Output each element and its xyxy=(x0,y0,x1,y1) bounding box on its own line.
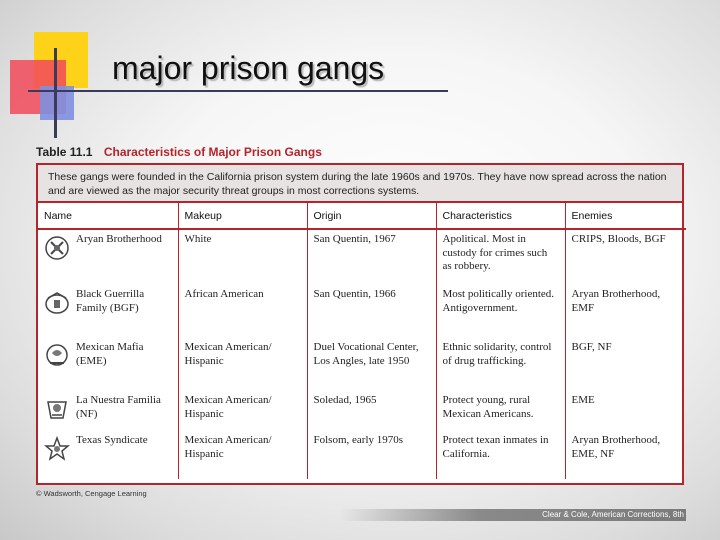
decor-vertical-line xyxy=(54,48,57,138)
gang-enemies: EME xyxy=(564,391,686,431)
table-caption: Table 11.1 Characteristics of Major Pris… xyxy=(36,145,322,159)
gang-characteristics: Protect young, rural Mexican Americans. xyxy=(435,391,565,431)
table-row: Texas Syndicate Mexican American/ Hispan… xyxy=(38,431,686,479)
header-makeup: Makeup xyxy=(177,203,307,230)
gang-makeup: Mexican American/ Hispanic xyxy=(177,431,307,479)
table-row: Mexican Mafia (EME) Mexican American/ Hi… xyxy=(38,338,686,391)
gang-makeup: African American xyxy=(177,285,307,338)
gang-origin: Soledad, 1965 xyxy=(306,391,436,431)
gangs-table-container: These gangs were founded in the Californ… xyxy=(36,163,686,485)
table-title: Characteristics of Major Prison Gangs xyxy=(103,145,322,159)
table-intro: These gangs were founded in the Californ… xyxy=(38,165,682,203)
la-nuestra-familia-emblem-icon xyxy=(47,401,67,419)
header-characteristics: Characteristics xyxy=(435,203,565,230)
gang-characteristics: Apolitical. Most in custody for crimes s… xyxy=(435,229,565,285)
table-row: Black Guerrilla Family (BGF) African Ame… xyxy=(38,285,686,338)
header-origin: Origin xyxy=(306,203,436,230)
table-header-row: Name Makeup Origin Characteristics Enemi… xyxy=(38,203,686,230)
gang-makeup: White xyxy=(177,229,307,285)
mexican-mafia-emblem-icon xyxy=(46,344,68,366)
gang-origin: Duel Vocational Center, Los Angles, late… xyxy=(306,338,436,391)
black-guerrilla-family-emblem-icon xyxy=(45,292,69,314)
gang-characteristics: Ethnic solidarity, control of drug traff… xyxy=(435,338,565,391)
footer-citation: Clear & Cole, American Corrections, 8th xyxy=(542,510,684,519)
publisher-credit: © Wadsworth, Cengage Learning xyxy=(36,489,147,498)
gang-enemies: Aryan Brotherhood, EMF xyxy=(564,285,686,338)
gang-origin: San Quentin, 1967 xyxy=(306,229,436,285)
gangs-table: Name Makeup Origin Characteristics Enemi… xyxy=(38,203,686,479)
header-enemies: Enemies xyxy=(564,203,686,230)
gang-enemies: BGF, NF xyxy=(564,338,686,391)
decor-horizontal-line xyxy=(28,90,448,92)
table-row: La Nuestra Familia (NF) Mexican American… xyxy=(38,391,686,431)
table-row: Aryan Brotherhood White San Quentin, 196… xyxy=(38,229,686,285)
gang-characteristics: Protect texan inmates in California. xyxy=(435,431,565,479)
gang-makeup: Mexican American/ Hispanic xyxy=(177,391,307,431)
gang-name: Texas Syndicate xyxy=(76,434,148,446)
footer-bar xyxy=(340,509,686,521)
gang-characteristics: Most politically oriented. Antigovernmen… xyxy=(435,285,565,338)
gang-name: Black Guerrilla Family (BGF) xyxy=(76,288,145,314)
gang-name: Mexican Mafia (EME) xyxy=(76,341,144,367)
table-number: Table 11.1 xyxy=(36,145,93,159)
gang-enemies: Aryan Brotherhood, EME, NF xyxy=(564,431,686,479)
slide-title: major prison gangs xyxy=(112,50,385,86)
header-name: Name xyxy=(38,203,178,230)
gang-origin: San Quentin, 1966 xyxy=(306,285,436,338)
gang-name: Aryan Brotherhood xyxy=(76,233,162,245)
gang-makeup: Mexican American/ Hispanic xyxy=(177,338,307,391)
gang-origin: Folsom, early 1970s xyxy=(306,431,436,479)
texas-syndicate-emblem-icon xyxy=(44,436,70,461)
aryan-brotherhood-emblem-icon xyxy=(45,236,69,260)
gang-enemies: CRIPS, Bloods, BGF xyxy=(564,229,686,285)
gang-name: La Nuestra Familia (NF) xyxy=(76,394,161,420)
